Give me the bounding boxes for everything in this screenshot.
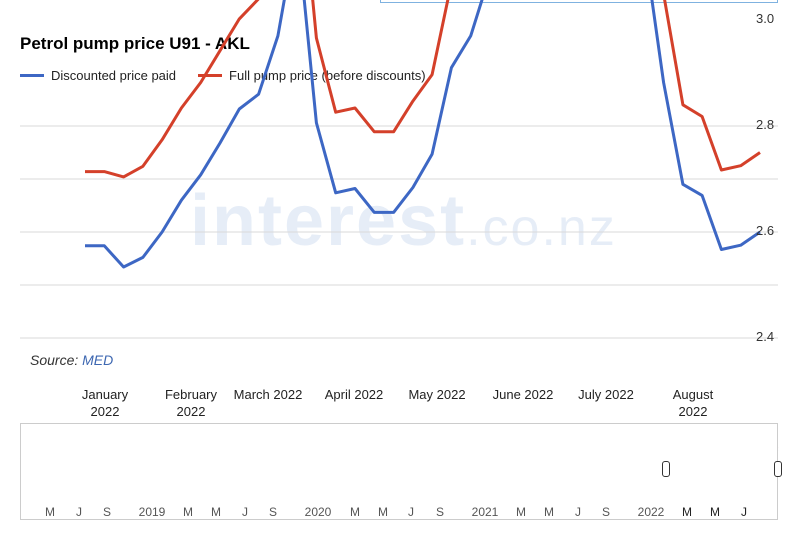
top-input-edge: [380, 0, 778, 3]
navigator-tick-label: J: [76, 505, 82, 519]
navigator-tick-label: J: [408, 505, 414, 519]
chart-title: Petrol pump price U91 - AKL: [20, 34, 250, 53]
y-tick-label: 2.4: [756, 329, 775, 344]
source-label: Source:: [30, 352, 79, 368]
x-tick-label: February 2022: [164, 387, 218, 419]
navigator-tick-label: M: [710, 505, 720, 519]
navigator-left-handle[interactable]: [662, 461, 670, 477]
navigator-tick-label: M: [350, 505, 360, 519]
navigator-tick-label: S: [435, 505, 444, 519]
legend-item-discounted[interactable]: Discounted price paid: [20, 68, 176, 83]
navigator-tick-label: S: [268, 505, 277, 519]
navigator-tick-label: M: [183, 505, 193, 519]
x-tick-label: May 2022: [408, 387, 466, 402]
navigator-tick-label: S: [601, 505, 610, 519]
x-tick-label: January 2022: [81, 387, 129, 419]
y-tick-label: 3.0: [756, 11, 775, 26]
navigator-tick-label: J: [242, 505, 248, 519]
navigator-tick-label: M: [211, 505, 221, 519]
legend-swatch-full: [198, 74, 223, 77]
navigator-tick-label: M: [378, 505, 388, 519]
navigator-tick-label: J: [575, 505, 581, 519]
x-tick-label: June 2022: [492, 387, 554, 402]
navigator-tick-label: M: [682, 505, 692, 519]
navigator-tick-label: 2020: [304, 505, 332, 519]
navigator-tick-label: M: [544, 505, 554, 519]
navigator-tick-label: S: [102, 505, 111, 519]
navigator-tick-label: M: [516, 505, 526, 519]
series-line-discounted[interactable]: [85, 0, 761, 269]
source-note: Source: MED: [30, 352, 113, 368]
navigator-right-handle[interactable]: [774, 461, 782, 477]
source-value: MED: [82, 352, 114, 368]
navigator-tick-label: 2019: [138, 505, 166, 519]
y-tick-label: 2.6: [756, 223, 775, 238]
x-tick-label: August 2022: [672, 387, 714, 419]
legend-swatch-discounted: [20, 74, 44, 77]
navigator-tick-label: J: [741, 505, 747, 519]
navigator-tick-label: 2022: [637, 505, 665, 519]
legend-label-discounted: Discounted price paid: [51, 68, 177, 83]
navigator-tick-label: M: [45, 505, 55, 519]
navigator-tick-label: 2021: [471, 505, 499, 519]
range-navigator[interactable]: [20, 423, 778, 520]
x-tick-label: April 2022: [324, 387, 384, 402]
series-line-full[interactable]: [85, 0, 761, 179]
y-tick-label: 2.8: [756, 117, 775, 132]
x-tick-label: March 2022: [233, 387, 303, 402]
x-tick-label: July 2022: [578, 387, 634, 402]
